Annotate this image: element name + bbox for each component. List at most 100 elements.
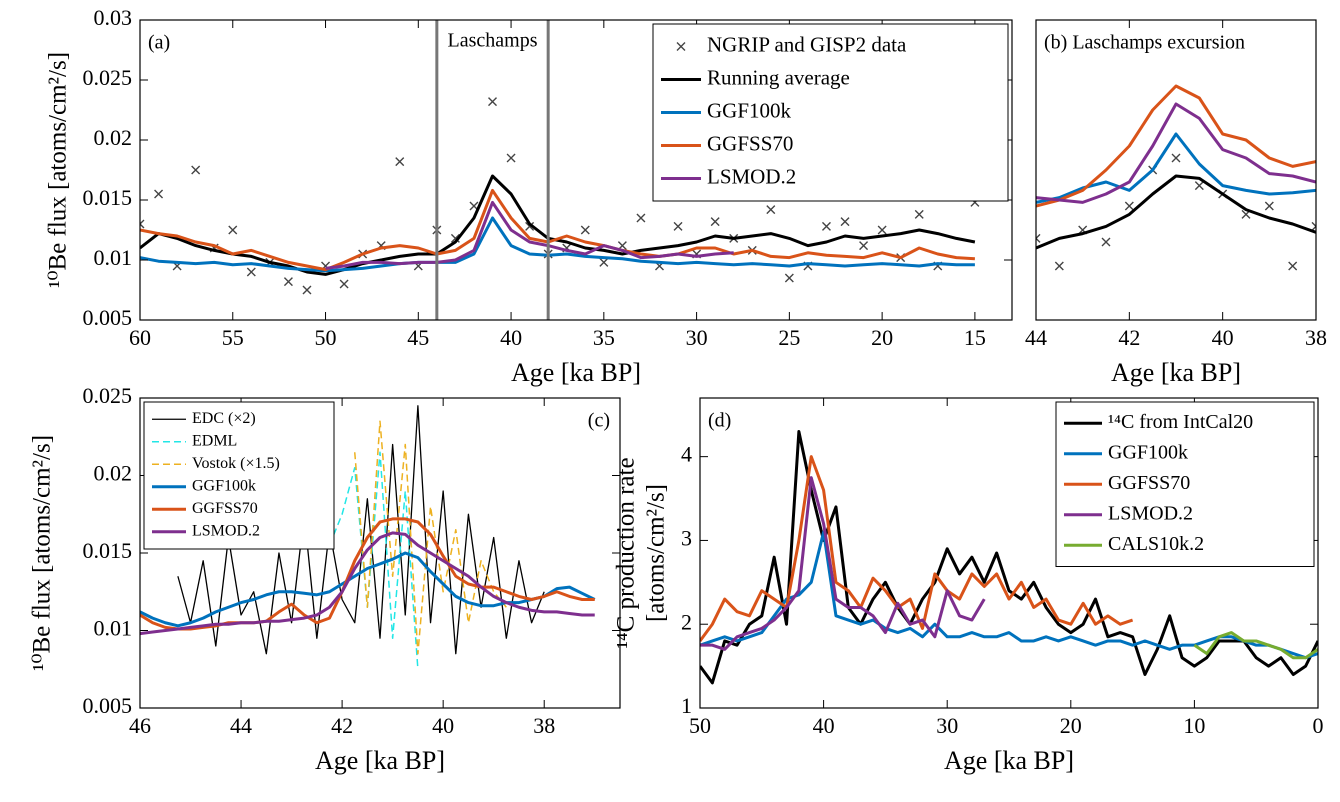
legend-label: GGFSS70 [707,131,793,155]
y-tick-label: 0.03 [94,5,133,30]
y-axis-label: ¹⁰Be flux [atoms/cm²/s] [45,52,72,288]
data-point [580,225,590,235]
series-line [1036,132,1316,204]
data-point [1288,261,1298,271]
data-point [784,273,794,283]
data-point [1101,237,1111,247]
x-tick-label: 50 [315,325,337,350]
legend-box [143,401,335,550]
data-point [506,153,516,163]
x-tick-label: 15 [964,325,986,350]
legend-label: GGF100k [707,98,792,122]
data-point [395,157,405,167]
series-line [140,188,975,272]
legend-label: EDC (×2) [192,410,256,427]
x-tick-label: 40 [500,325,522,350]
data-point [1054,261,1064,271]
data-point [525,221,535,231]
data-point [877,225,887,235]
panel-label: (c) [588,410,610,432]
axes-frame [139,19,1013,321]
series-line [700,530,1318,660]
x-tick-label: 40 [813,713,835,738]
data-point [140,219,145,229]
plot-content [1036,84,1316,271]
x-tick-label: 42 [1118,325,1140,350]
legend-label: NGRIP and GISP2 data [707,32,907,56]
y-tick-label: 0.025 [83,65,133,90]
data-point [766,205,776,215]
x-tick-label: 20 [871,325,893,350]
data-point [840,217,850,227]
y-tick-label: 1 [681,693,692,718]
legend-label: GGFSS70 [1108,472,1190,494]
x-tick-label: 55 [222,325,244,350]
data-point [339,279,349,289]
x-axis-label: Age [ka BP] [511,358,641,387]
data-point [154,189,164,199]
series-line [1036,174,1316,250]
y-tick-label: 0.005 [83,693,133,718]
data-point [859,241,869,251]
plot-content [140,97,980,295]
x-tick-label: 60 [129,325,151,350]
data-point [1311,221,1316,231]
y-tick-label: 0.015 [83,185,133,210]
x-tick-label: 30 [936,713,958,738]
y-axis-label: ¹⁴C production rate [613,457,640,648]
x-tick-label: 20 [1060,713,1082,738]
legend: ¹⁴C from IntCal20 GGF100k GGFSS70 LSMOD.2 CA… [1055,401,1315,567]
series-line [700,430,1318,685]
x-tick-label: 44 [1025,325,1047,350]
data-point [914,209,924,219]
panel: 44 42 40 38 Age [ka BP] (b) Laschamps excursi… [1025,19,1327,387]
x-tick-label: 38 [533,713,555,738]
x-tick-label: 25 [778,325,800,350]
legend: NGRIP and GISP2 data Running average GGF10… [652,23,1009,202]
y-tick-label: 4 [681,442,692,467]
series-line [700,455,1134,642]
y-tick-label: 0.01 [94,245,133,270]
x-tick-label: 40 [432,713,454,738]
series-line [700,476,986,651]
data-point [283,277,293,287]
panel: Laschamps 60 55 50 45 40 35 30 25 20 15 0.005 0.01 0.… [45,5,1013,387]
series-line [1036,84,1316,208]
data-point [821,221,831,231]
y-tick-label: 0.025 [83,383,133,408]
x-tick-label: 0 [1313,713,1324,738]
legend-label: GGFSS70 [192,500,258,517]
y-tick-label: 0.01 [94,616,133,641]
series-line [1193,631,1318,660]
legend-label: GGF100k [1108,441,1188,463]
legend-box [652,23,1009,202]
legend: EDC (×2) EDML Vostok (×1.5) GGF100k GGFSS70 L… [143,401,335,550]
panel-label: (b) Laschamps excursion [1044,32,1245,54]
legend-label: ¹⁴C from IntCal20 [1108,411,1253,433]
legend-marker [676,42,686,51]
series-line [325,200,734,270]
y-axis-label: [atoms/cm²/s] [643,484,670,622]
plot-content [700,430,1318,685]
x-tick-label: 38 [1305,325,1327,350]
series-line [1036,102,1316,204]
legend-label: Vostok (×1.5) [192,455,280,472]
y-tick-label: 0.015 [83,538,133,563]
data-point [246,267,256,277]
plot-area [1036,20,1316,320]
data-point [488,97,498,107]
legend-label: Running average [707,65,850,89]
y-tick-label: 0.02 [94,125,133,150]
series-line [353,420,507,655]
y-axis-label: ¹⁰Be flux [atoms/cm²/s] [29,435,56,671]
series-line [140,531,595,636]
legend-label: LSMOD.2 [707,164,796,188]
x-tick-label: 42 [331,713,353,738]
x-tick-label: 35 [593,325,615,350]
x-axis-label: Age [ka BP] [944,746,1074,775]
annotation: Laschamps [448,30,538,52]
x-tick-label: 40 [1212,325,1234,350]
series-line [140,216,975,273]
data-point [673,221,683,231]
